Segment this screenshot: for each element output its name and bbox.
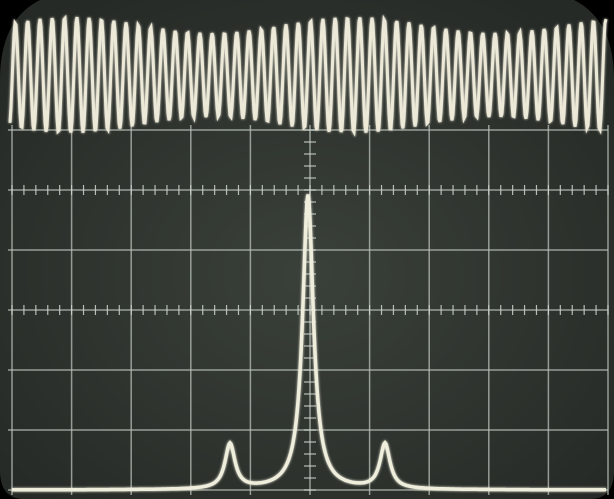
sine-trace [8,14,608,137]
resonance-trace [12,194,606,492]
